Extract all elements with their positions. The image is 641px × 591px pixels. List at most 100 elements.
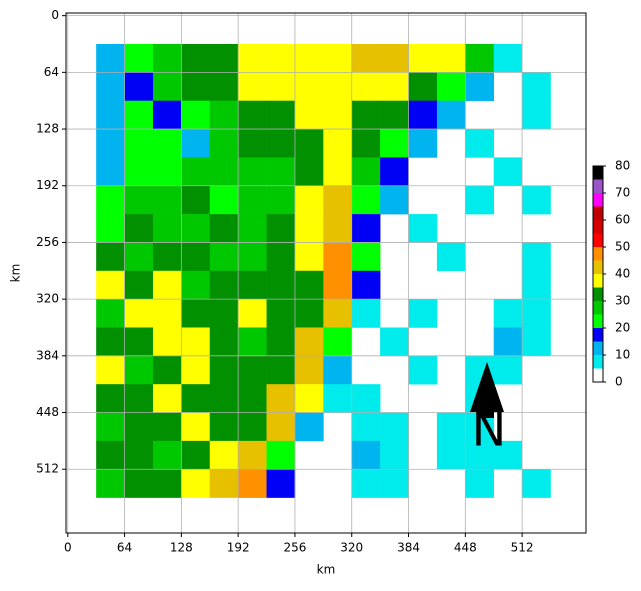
cell — [238, 384, 267, 413]
cell — [152, 72, 182, 102]
colorbar-swatch — [593, 166, 603, 180]
cell — [209, 214, 239, 243]
north-label: N — [472, 403, 506, 457]
cell — [408, 214, 438, 243]
cell — [96, 440, 125, 470]
cell — [351, 270, 381, 300]
cell — [323, 44, 353, 73]
cell — [152, 384, 182, 413]
cell — [323, 129, 353, 158]
plot-frame — [65, 12, 587, 534]
cell — [238, 44, 267, 73]
cell — [124, 412, 154, 442]
cell — [181, 270, 211, 300]
y-tick-label: 192 — [36, 178, 59, 192]
cell — [351, 185, 381, 215]
y-tick-label: 320 — [36, 292, 59, 306]
cell — [266, 214, 296, 243]
cell — [152, 299, 182, 328]
cell — [209, 185, 239, 215]
cell — [238, 129, 267, 158]
cell — [266, 299, 296, 328]
cell — [209, 242, 239, 272]
cell — [181, 242, 211, 272]
cell — [152, 44, 182, 73]
y-tick-label: 384 — [36, 348, 59, 362]
cell — [351, 384, 381, 413]
cell — [266, 72, 296, 102]
cell — [209, 100, 239, 130]
cell — [380, 72, 409, 102]
cell — [209, 355, 239, 385]
y-tick-label: 0 — [51, 8, 59, 22]
cell — [209, 412, 239, 442]
colorbar-tick-label: 0 — [615, 375, 623, 389]
cell — [181, 157, 211, 187]
cell — [152, 412, 182, 442]
cell — [96, 270, 125, 300]
cell — [323, 72, 353, 102]
cell — [323, 100, 353, 130]
cell — [266, 157, 296, 187]
cell — [96, 355, 125, 385]
cell — [522, 72, 551, 102]
colorbar-tick-label: 60 — [615, 213, 630, 227]
colorbar-swatch — [593, 287, 603, 301]
y-tick-label: 256 — [36, 235, 59, 249]
cell — [323, 185, 353, 215]
cell — [181, 185, 211, 215]
cell — [465, 72, 495, 102]
cell — [96, 412, 125, 442]
cell — [124, 157, 154, 187]
cell — [124, 327, 154, 357]
colorbar-swatch — [593, 193, 603, 207]
cell — [238, 100, 267, 130]
cell — [294, 214, 324, 243]
colorbar-swatch — [593, 341, 603, 355]
cell — [380, 129, 409, 158]
cell — [96, 72, 125, 102]
cell — [522, 469, 551, 498]
cell — [294, 44, 324, 73]
cell — [181, 100, 211, 130]
y-tick-label: 512 — [36, 462, 59, 476]
cell — [436, 100, 466, 130]
cell — [152, 185, 182, 215]
x-tick-label: 448 — [454, 541, 477, 555]
cell — [465, 185, 495, 215]
cell — [124, 242, 154, 272]
cell — [124, 185, 154, 215]
colorbar-swatch — [593, 247, 603, 261]
north-arrow — [470, 362, 504, 412]
cell — [294, 72, 324, 102]
colorbar-swatch — [593, 179, 603, 193]
x-tick-label: 512 — [511, 541, 534, 555]
cell — [181, 72, 211, 102]
cell — [238, 355, 267, 385]
cell — [351, 242, 381, 272]
colorbar-swatch — [593, 274, 603, 288]
y-axis-label: km — [9, 264, 23, 283]
cell — [124, 384, 154, 413]
cell — [238, 469, 267, 498]
cell — [266, 355, 296, 385]
cell — [351, 469, 381, 498]
cell — [209, 384, 239, 413]
cell — [96, 44, 125, 73]
cell — [294, 384, 324, 413]
cell — [209, 129, 239, 158]
cell — [465, 129, 495, 158]
cell — [266, 185, 296, 215]
cell — [351, 72, 381, 102]
cell — [380, 327, 409, 357]
colorbar-tick-label: 30 — [615, 294, 630, 308]
cell — [380, 44, 409, 73]
cell — [181, 412, 211, 442]
cell — [351, 299, 381, 328]
cell — [351, 157, 381, 187]
cell — [294, 327, 324, 357]
cell — [152, 214, 182, 243]
colorbar-swatch — [593, 355, 603, 369]
cell — [181, 440, 211, 470]
